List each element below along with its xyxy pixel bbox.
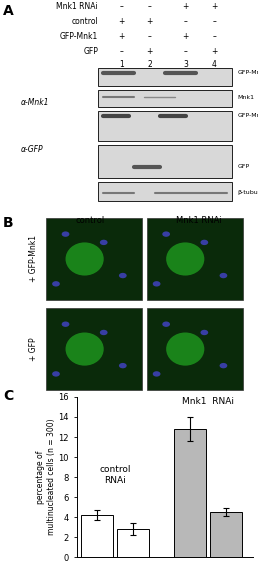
Text: –: –	[148, 32, 152, 41]
Bar	[210, 512, 242, 557]
Text: β-tubulin: β-tubulin	[237, 190, 258, 195]
Text: +: +	[211, 47, 217, 56]
Text: –: –	[119, 47, 123, 56]
Text: GFP-Mnk1: GFP-Mnk1	[60, 32, 98, 41]
Circle shape	[52, 371, 60, 377]
Text: –: –	[184, 17, 188, 26]
Text: –: –	[212, 32, 216, 41]
Text: –: –	[119, 2, 123, 11]
Text: A: A	[3, 5, 13, 18]
Circle shape	[100, 330, 108, 335]
Text: +: +	[147, 47, 153, 56]
Text: GFP-Mnk1: GFP-Mnk1	[237, 70, 258, 75]
Text: 2: 2	[147, 60, 152, 69]
Text: C: C	[4, 389, 14, 403]
Text: control: control	[76, 216, 105, 225]
Bar	[46, 217, 142, 301]
Text: + GFP: + GFP	[29, 337, 38, 361]
Text: –: –	[184, 47, 188, 56]
Text: Mnk1  RNAi: Mnk1 RNAi	[182, 397, 234, 406]
Text: α-Mnk1: α-Mnk1	[21, 98, 49, 107]
FancyBboxPatch shape	[98, 69, 232, 86]
Text: +: +	[211, 2, 217, 11]
Bar	[147, 307, 243, 391]
Text: GFP: GFP	[237, 164, 249, 169]
Text: +: +	[118, 17, 124, 26]
Text: +: +	[183, 2, 189, 11]
Text: B: B	[3, 216, 13, 230]
Bar	[46, 307, 142, 391]
Circle shape	[220, 363, 227, 368]
Text: GFP-Mnk1: GFP-Mnk1	[237, 113, 258, 118]
Circle shape	[119, 273, 127, 278]
Bar	[81, 515, 113, 557]
Circle shape	[100, 240, 108, 245]
Text: α-GFP: α-GFP	[21, 145, 43, 154]
Circle shape	[153, 371, 160, 377]
Circle shape	[162, 321, 170, 327]
Text: 1: 1	[119, 60, 124, 69]
Ellipse shape	[166, 333, 204, 365]
Text: 4: 4	[212, 60, 216, 69]
FancyBboxPatch shape	[98, 111, 232, 141]
Text: –: –	[148, 2, 152, 11]
Text: +: +	[147, 17, 153, 26]
Text: Mnk1: Mnk1	[237, 95, 254, 100]
Ellipse shape	[166, 243, 204, 275]
Circle shape	[200, 240, 208, 245]
Text: + GFP-Mnk1: + GFP-Mnk1	[29, 235, 38, 283]
Circle shape	[220, 273, 227, 278]
FancyBboxPatch shape	[98, 182, 232, 201]
Text: 3: 3	[183, 60, 188, 69]
Circle shape	[119, 363, 127, 368]
Circle shape	[200, 330, 208, 335]
Text: Mnk1 RNAi: Mnk1 RNAi	[176, 216, 222, 225]
FancyBboxPatch shape	[98, 145, 232, 177]
Circle shape	[62, 321, 69, 327]
Bar	[147, 217, 243, 301]
Circle shape	[153, 281, 160, 287]
Text: GFP: GFP	[83, 47, 98, 56]
Text: +: +	[118, 32, 124, 41]
Circle shape	[52, 281, 60, 287]
Text: +: +	[183, 32, 189, 41]
Bar	[117, 529, 149, 557]
Ellipse shape	[66, 333, 104, 365]
Text: control
RNAi: control RNAi	[99, 466, 131, 485]
Ellipse shape	[66, 243, 104, 275]
Bar	[174, 429, 206, 557]
FancyBboxPatch shape	[98, 90, 232, 107]
Text: Mnk1 RNAi: Mnk1 RNAi	[56, 2, 98, 11]
Text: control: control	[71, 17, 98, 26]
Text: –: –	[212, 17, 216, 26]
Y-axis label: percentage of
multinucleated cells (n = 300): percentage of multinucleated cells (n = …	[36, 419, 56, 535]
Circle shape	[162, 231, 170, 237]
Circle shape	[62, 231, 69, 237]
